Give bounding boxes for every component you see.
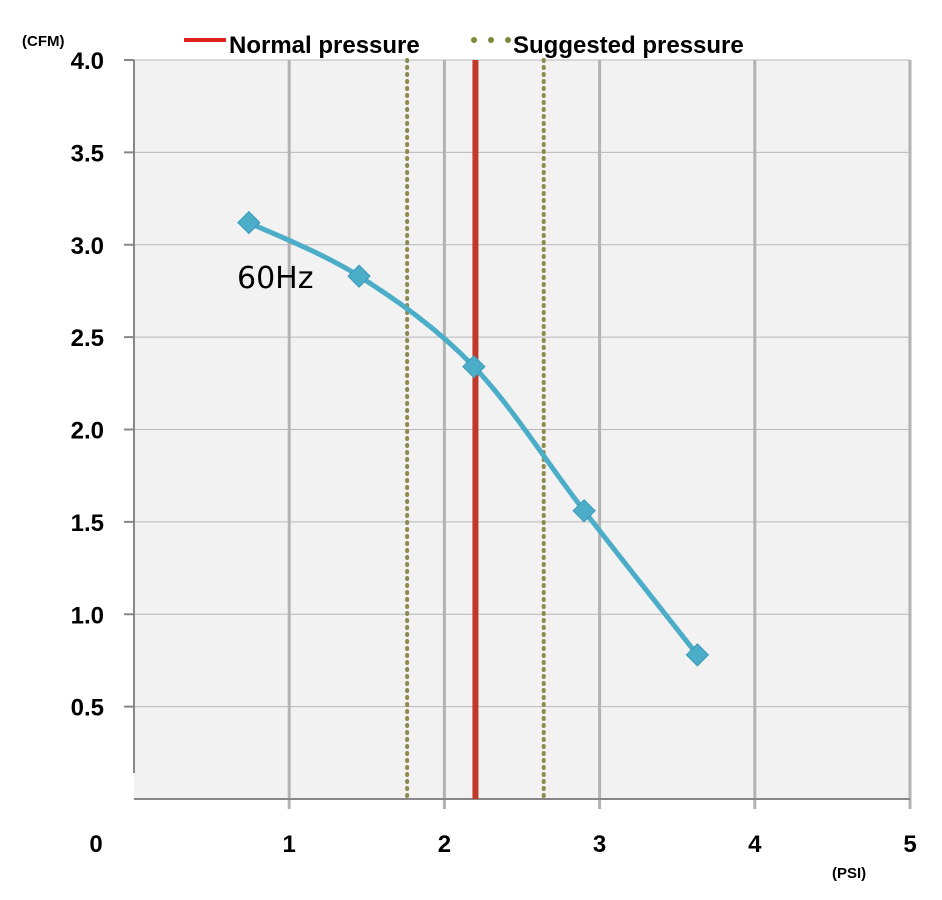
- legend-swatch-suggested-pressure: [488, 37, 494, 43]
- x-tick-label: 1: [283, 831, 296, 858]
- legend-swatch-suggested-pressure: [471, 37, 477, 43]
- x-tick-label: 5: [903, 831, 916, 858]
- legend-label-suggested-pressure: Suggested pressure: [513, 32, 744, 59]
- y-tick-label: 0.5: [71, 695, 104, 722]
- legend: Normal pressure Suggested pressure: [184, 32, 744, 59]
- data-point-marker: [237, 210, 261, 235]
- data-point-marker: [572, 499, 596, 523]
- reference-lines: [405, 58, 546, 801]
- x-axis-unit: (PSI): [832, 865, 866, 882]
- axes: [124, 59, 910, 800]
- y-tick-label: 1.0: [71, 602, 104, 629]
- legend-label-normal-pressure: Normal pressure: [229, 32, 420, 59]
- data-point-marker: [462, 354, 486, 379]
- data-point-marker: [347, 264, 371, 288]
- grid: [134, 59, 912, 809]
- x-tick-label: 4: [748, 831, 762, 858]
- y-tick-label: 4.0: [71, 48, 104, 75]
- x-tick-label: 2: [438, 831, 451, 858]
- x-tick-label: 0: [89, 831, 102, 858]
- y-tick-label: 3.5: [71, 140, 104, 167]
- x-tick-label: 3: [593, 831, 606, 858]
- data-point-marker: [685, 643, 710, 667]
- legend-swatch-suggested-pressure: [505, 37, 511, 43]
- y-tick-label: 3.0: [71, 233, 104, 260]
- series: [237, 210, 710, 667]
- y-axis-unit: (CFM): [22, 33, 64, 50]
- series-annotation-60hz: 60Hz: [237, 261, 313, 296]
- y-tick-label: 1.5: [71, 510, 104, 537]
- y-tick-label: 2.0: [71, 418, 104, 445]
- tick-labels: 0.5 1.0 1.5 2.0 2.5 3.0 3.5 4.0 0 1 2 3 4 5 (CFM) (PSI)…: [22, 33, 917, 882]
- y-tick-label: 2.5: [71, 325, 104, 352]
